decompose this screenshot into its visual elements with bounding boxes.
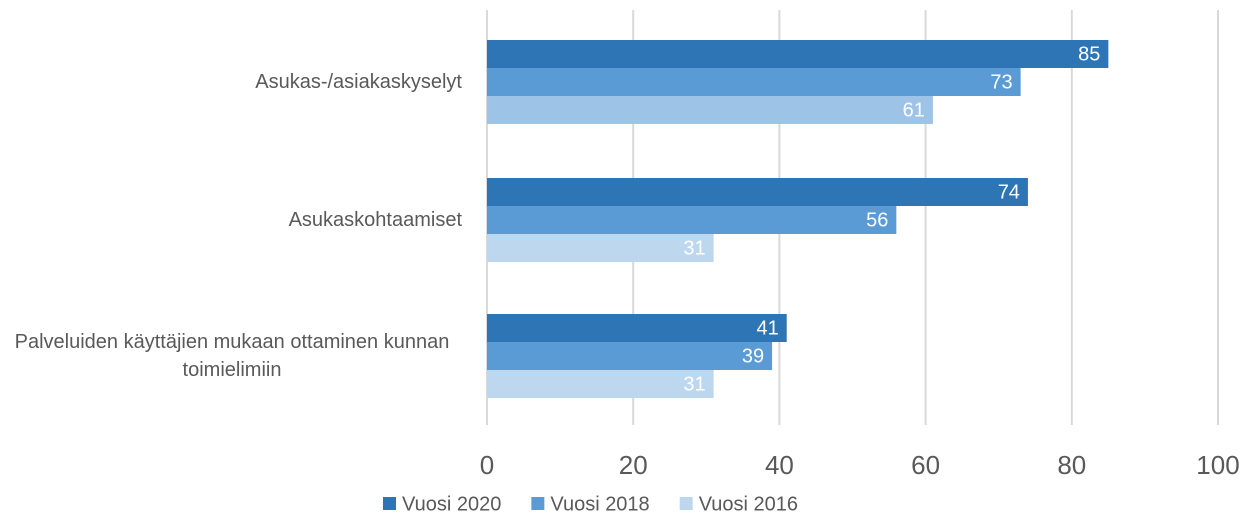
- data-label: 39: [742, 345, 764, 367]
- bar: [487, 234, 714, 262]
- data-label: 31: [683, 237, 705, 259]
- bar: [487, 178, 1028, 206]
- bar: [487, 314, 787, 342]
- x-tick-label: 100: [1196, 450, 1239, 480]
- bar: [487, 96, 933, 124]
- data-label: 74: [998, 181, 1020, 203]
- legend-label: Vuosi 2016: [699, 493, 798, 515]
- legend-label: Vuosi 2018: [550, 493, 649, 515]
- bar: [487, 342, 773, 370]
- category-label: Asukas-/asiakaskyselyt: [2, 40, 462, 124]
- data-label: 73: [990, 71, 1012, 93]
- data-label: 31: [683, 373, 705, 395]
- x-tick-label: 20: [619, 450, 648, 480]
- x-tick-label: 0: [480, 450, 494, 480]
- bar: [487, 68, 1021, 96]
- category-text: Asukas-/asiakaskyselyt: [255, 71, 462, 93]
- data-label: 41: [756, 317, 778, 339]
- data-label: 56: [866, 209, 888, 231]
- category-text: Asukaskohtaamiset: [288, 209, 462, 231]
- category-label: Asukaskohtaamiset: [2, 178, 462, 262]
- legend-swatch: [531, 497, 545, 510]
- bar: [487, 370, 714, 398]
- data-label: 61: [903, 99, 925, 121]
- legend-swatch: [383, 497, 396, 510]
- data-label: 85: [1078, 43, 1100, 65]
- x-tick-label: 60: [911, 450, 940, 480]
- x-tick-label: 80: [1057, 450, 1086, 480]
- category-text: Palveluiden käyttäjien mukaan ottaminen …: [14, 331, 450, 381]
- bar: [487, 40, 1109, 68]
- bar: [487, 206, 897, 234]
- legend-label: Vuosi 2020: [402, 493, 501, 515]
- category-label: Palveluiden käyttäjien mukaan ottaminen …: [2, 314, 462, 398]
- legend-swatch: [679, 497, 693, 510]
- x-tick-label: 40: [765, 450, 794, 480]
